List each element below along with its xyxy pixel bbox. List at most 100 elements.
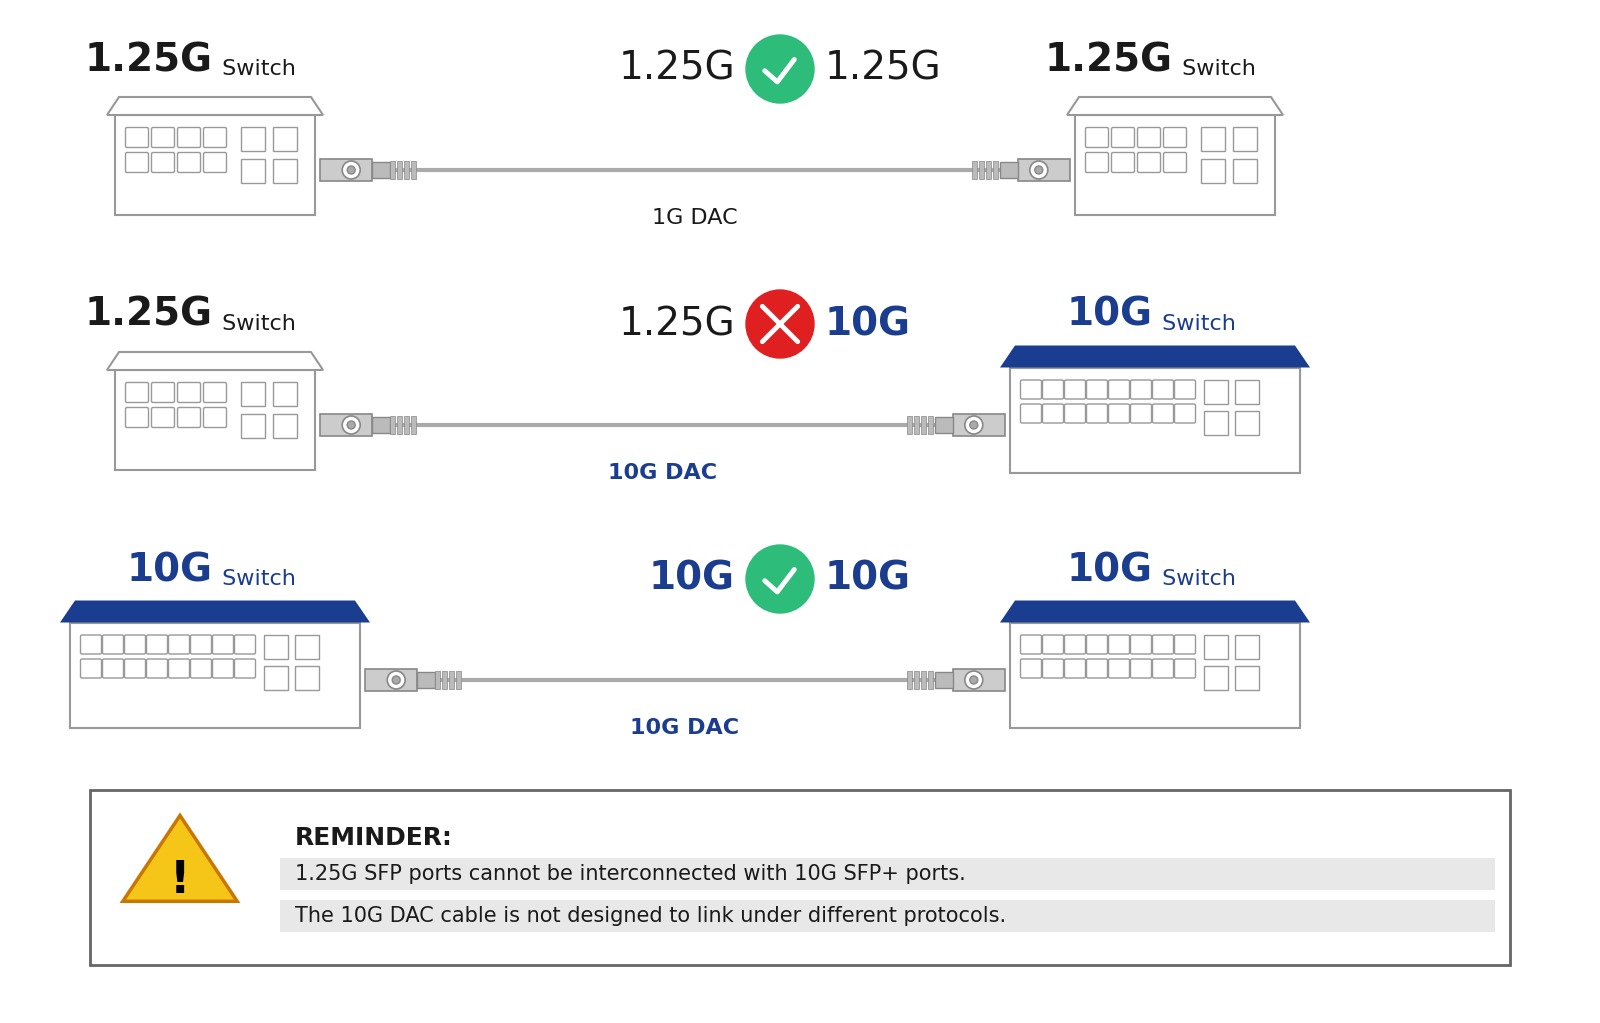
FancyBboxPatch shape bbox=[456, 671, 461, 690]
FancyBboxPatch shape bbox=[390, 416, 395, 434]
FancyBboxPatch shape bbox=[1163, 152, 1187, 173]
FancyBboxPatch shape bbox=[80, 659, 101, 678]
FancyBboxPatch shape bbox=[1021, 380, 1042, 399]
FancyBboxPatch shape bbox=[125, 152, 149, 173]
FancyBboxPatch shape bbox=[1021, 659, 1042, 678]
Text: 1.25G: 1.25G bbox=[1045, 41, 1173, 79]
FancyBboxPatch shape bbox=[954, 414, 1005, 436]
FancyBboxPatch shape bbox=[274, 414, 298, 438]
FancyBboxPatch shape bbox=[418, 672, 435, 688]
FancyBboxPatch shape bbox=[1109, 659, 1130, 678]
FancyBboxPatch shape bbox=[152, 152, 174, 173]
FancyBboxPatch shape bbox=[922, 671, 926, 690]
FancyBboxPatch shape bbox=[235, 635, 256, 654]
FancyBboxPatch shape bbox=[986, 161, 990, 179]
FancyBboxPatch shape bbox=[1205, 634, 1229, 659]
FancyBboxPatch shape bbox=[1109, 635, 1130, 654]
FancyBboxPatch shape bbox=[203, 383, 227, 402]
Circle shape bbox=[1030, 161, 1048, 179]
FancyBboxPatch shape bbox=[190, 635, 211, 654]
FancyBboxPatch shape bbox=[294, 666, 318, 690]
FancyBboxPatch shape bbox=[922, 416, 926, 434]
FancyBboxPatch shape bbox=[1205, 380, 1229, 403]
FancyBboxPatch shape bbox=[1174, 635, 1195, 654]
Circle shape bbox=[965, 671, 982, 690]
FancyBboxPatch shape bbox=[264, 666, 288, 690]
FancyBboxPatch shape bbox=[397, 161, 402, 179]
Polygon shape bbox=[1000, 346, 1310, 367]
FancyBboxPatch shape bbox=[178, 383, 200, 402]
Polygon shape bbox=[107, 352, 323, 370]
Circle shape bbox=[965, 416, 982, 434]
FancyBboxPatch shape bbox=[371, 417, 390, 433]
FancyBboxPatch shape bbox=[1235, 634, 1259, 659]
Text: Switch: Switch bbox=[214, 314, 296, 333]
FancyBboxPatch shape bbox=[294, 634, 318, 659]
FancyBboxPatch shape bbox=[371, 162, 390, 178]
FancyBboxPatch shape bbox=[1086, 380, 1107, 399]
FancyBboxPatch shape bbox=[320, 159, 371, 181]
FancyBboxPatch shape bbox=[280, 900, 1494, 932]
FancyBboxPatch shape bbox=[1235, 380, 1259, 403]
Polygon shape bbox=[1000, 601, 1310, 623]
FancyBboxPatch shape bbox=[1075, 115, 1275, 215]
FancyBboxPatch shape bbox=[411, 161, 416, 179]
FancyBboxPatch shape bbox=[80, 635, 101, 654]
Text: 10G: 10G bbox=[1067, 551, 1154, 589]
Text: 10G: 10G bbox=[826, 305, 910, 343]
FancyBboxPatch shape bbox=[1064, 380, 1085, 399]
FancyBboxPatch shape bbox=[979, 161, 984, 179]
FancyBboxPatch shape bbox=[274, 382, 298, 406]
FancyBboxPatch shape bbox=[450, 671, 454, 690]
FancyBboxPatch shape bbox=[274, 159, 298, 183]
FancyBboxPatch shape bbox=[934, 672, 954, 688]
FancyBboxPatch shape bbox=[397, 416, 402, 434]
Polygon shape bbox=[107, 97, 323, 115]
Polygon shape bbox=[61, 601, 370, 623]
Text: The 10G DAC cable is not designed to link under different protocols.: The 10G DAC cable is not designed to lin… bbox=[294, 906, 1006, 926]
FancyBboxPatch shape bbox=[928, 671, 933, 690]
FancyBboxPatch shape bbox=[152, 128, 174, 147]
Text: REMINDER:: REMINDER: bbox=[294, 826, 453, 850]
FancyBboxPatch shape bbox=[115, 370, 315, 470]
FancyBboxPatch shape bbox=[411, 416, 416, 434]
FancyBboxPatch shape bbox=[1021, 404, 1042, 422]
FancyBboxPatch shape bbox=[1010, 367, 1299, 473]
Text: 10G: 10G bbox=[126, 551, 213, 589]
Circle shape bbox=[1035, 166, 1043, 174]
FancyBboxPatch shape bbox=[1234, 159, 1258, 183]
FancyBboxPatch shape bbox=[1152, 404, 1173, 422]
FancyBboxPatch shape bbox=[1205, 666, 1229, 690]
FancyBboxPatch shape bbox=[954, 669, 1005, 691]
FancyBboxPatch shape bbox=[190, 659, 211, 678]
FancyBboxPatch shape bbox=[168, 635, 189, 654]
FancyBboxPatch shape bbox=[264, 634, 288, 659]
FancyBboxPatch shape bbox=[1152, 659, 1173, 678]
FancyBboxPatch shape bbox=[147, 635, 168, 654]
FancyBboxPatch shape bbox=[213, 635, 234, 654]
FancyBboxPatch shape bbox=[213, 659, 234, 678]
FancyBboxPatch shape bbox=[1112, 152, 1134, 173]
FancyBboxPatch shape bbox=[1109, 404, 1130, 422]
FancyBboxPatch shape bbox=[115, 115, 315, 215]
FancyBboxPatch shape bbox=[1235, 666, 1259, 690]
FancyBboxPatch shape bbox=[1112, 128, 1134, 147]
FancyBboxPatch shape bbox=[1202, 159, 1226, 183]
FancyBboxPatch shape bbox=[1086, 659, 1107, 678]
FancyBboxPatch shape bbox=[1086, 404, 1107, 422]
FancyBboxPatch shape bbox=[178, 407, 200, 428]
FancyBboxPatch shape bbox=[1202, 127, 1226, 151]
FancyBboxPatch shape bbox=[1174, 659, 1195, 678]
FancyBboxPatch shape bbox=[907, 416, 912, 434]
FancyBboxPatch shape bbox=[1131, 635, 1152, 654]
FancyBboxPatch shape bbox=[1138, 152, 1160, 173]
FancyBboxPatch shape bbox=[178, 128, 200, 147]
Text: 1.25G SFP ports cannot be interconnected with 10G SFP+ ports.: 1.25G SFP ports cannot be interconnected… bbox=[294, 864, 966, 884]
FancyBboxPatch shape bbox=[1043, 635, 1064, 654]
Circle shape bbox=[342, 161, 360, 179]
Text: 1.25G: 1.25G bbox=[618, 50, 734, 88]
FancyBboxPatch shape bbox=[1043, 380, 1064, 399]
FancyBboxPatch shape bbox=[1131, 659, 1152, 678]
Text: Switch: Switch bbox=[1174, 59, 1256, 79]
Text: 10G: 10G bbox=[1067, 296, 1154, 333]
